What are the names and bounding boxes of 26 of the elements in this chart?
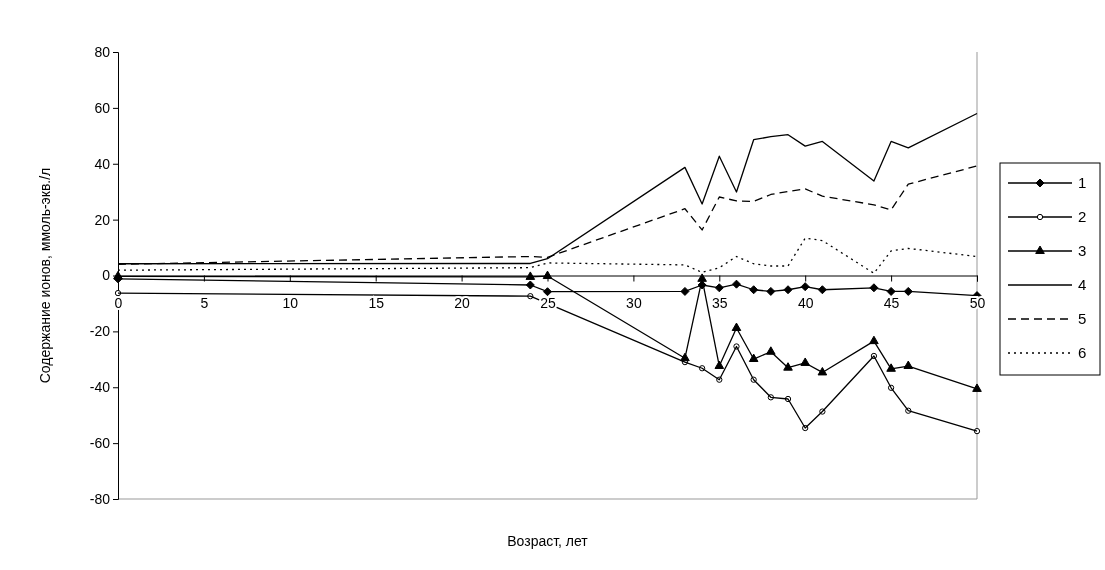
y-axis-title: Содержание ионов, ммоль-экв./л: [37, 167, 53, 384]
legend-label: 3: [1078, 242, 1087, 259]
x-tick-label: 15: [368, 295, 385, 312]
legend-label: 6: [1078, 344, 1087, 361]
legend-label: 4: [1078, 276, 1087, 293]
legend-label: 2: [1078, 208, 1087, 225]
x-tick-label: 5: [200, 295, 209, 312]
x-tick-label: 35: [712, 295, 728, 312]
y-tick-label: 0: [102, 267, 111, 284]
y-tick-label: -60: [89, 435, 111, 452]
y-tick-label: 80: [94, 43, 111, 60]
x-tick-label: 30: [626, 295, 642, 312]
y-tick-label: 20: [94, 211, 111, 228]
x-tick-label: 50: [969, 295, 986, 312]
legend-label: 1: [1078, 174, 1087, 191]
y-tick-label: -40: [89, 379, 111, 396]
x-tick-label: 45: [883, 295, 900, 312]
y-tick-label: -80: [89, 490, 111, 507]
x-tick-label: 10: [282, 295, 299, 312]
x-axis-title: Возраст, лет: [507, 533, 589, 549]
y-tick-label: -20: [89, 323, 111, 340]
legend-label: 5: [1078, 310, 1087, 327]
y-tick-label: 40: [94, 155, 111, 172]
x-tick-label: 20: [454, 295, 471, 312]
x-tick-label: 40: [797, 295, 814, 312]
y-tick-label: 60: [94, 99, 111, 116]
